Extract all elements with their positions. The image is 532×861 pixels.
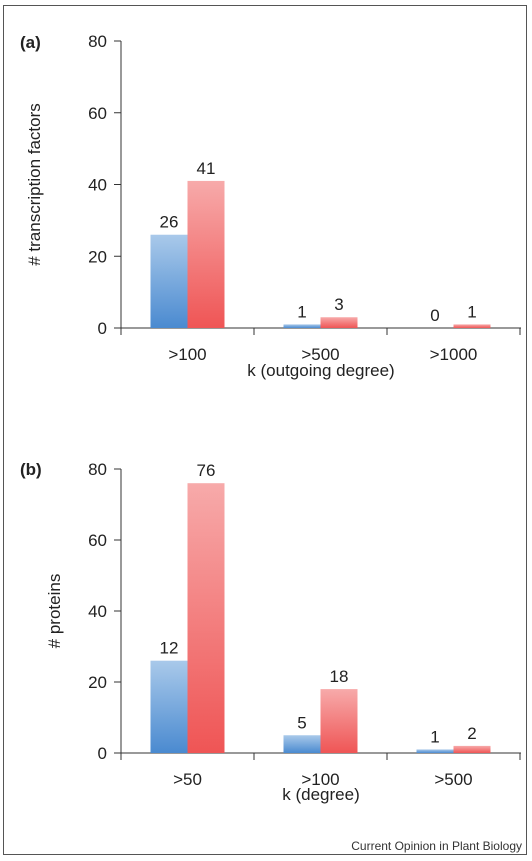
figure-frame (3, 5, 527, 855)
y-axis-label: # transcription factors (25, 103, 44, 266)
y-axis-label: # proteins (45, 574, 64, 649)
red-bar (320, 689, 358, 753)
x-tick-label: >500 (434, 770, 472, 789)
data-label: 1 (297, 302, 306, 321)
y-tick-label: 20 (88, 673, 107, 692)
y-tick-label: 0 (98, 744, 107, 763)
red-bar (320, 317, 358, 328)
data-label: 1 (430, 727, 439, 746)
y-tick-label: 80 (88, 32, 107, 51)
blue-bar (150, 660, 188, 753)
data-label: 12 (160, 639, 179, 658)
data-label: 76 (197, 461, 216, 480)
red-bar (453, 745, 491, 753)
chart-panel-a: (a) 0 20 40 60 80 >100 >500 >1000 26 41 1 3 0 1 k (outg… (20, 32, 521, 380)
x-axis-label: k (degree) (282, 785, 359, 804)
data-label: 41 (197, 159, 216, 178)
x-tick-label: >1000 (430, 345, 478, 364)
y-tick-label: 60 (88, 531, 107, 550)
data-label: 0 (430, 306, 439, 325)
y-tick-label: 40 (88, 176, 107, 195)
red-bar (453, 324, 491, 328)
red-bar (187, 180, 225, 328)
x-tick-label: >100 (301, 770, 339, 789)
data-label: 1 (467, 302, 476, 321)
y-tick-label: 0 (98, 319, 107, 338)
red-bar (187, 483, 225, 753)
x-tick-label: >50 (173, 770, 202, 789)
data-label: 5 (297, 713, 306, 732)
y-tick-label: 20 (88, 247, 107, 266)
x-tick-label: >100 (168, 345, 206, 364)
data-label: 2 (467, 724, 476, 743)
journal-footer: Current Opinion in Plant Biology (351, 839, 522, 853)
y-tick-label: 40 (88, 602, 107, 621)
y-tick-label: 60 (88, 104, 107, 123)
y-tick-label: 80 (88, 460, 107, 479)
blue-bar (150, 234, 188, 328)
panel-label: (a) (20, 33, 41, 52)
blue-bar (416, 749, 454, 753)
data-label: 3 (334, 295, 343, 314)
x-tick-label: >500 (301, 345, 339, 364)
blue-bar (283, 324, 321, 328)
data-label: 26 (160, 213, 179, 232)
x-axis-label: k (outgoing degree) (247, 361, 394, 380)
panel-label: (b) (20, 460, 42, 479)
blue-bar (283, 735, 321, 753)
data-label: 18 (330, 667, 349, 686)
